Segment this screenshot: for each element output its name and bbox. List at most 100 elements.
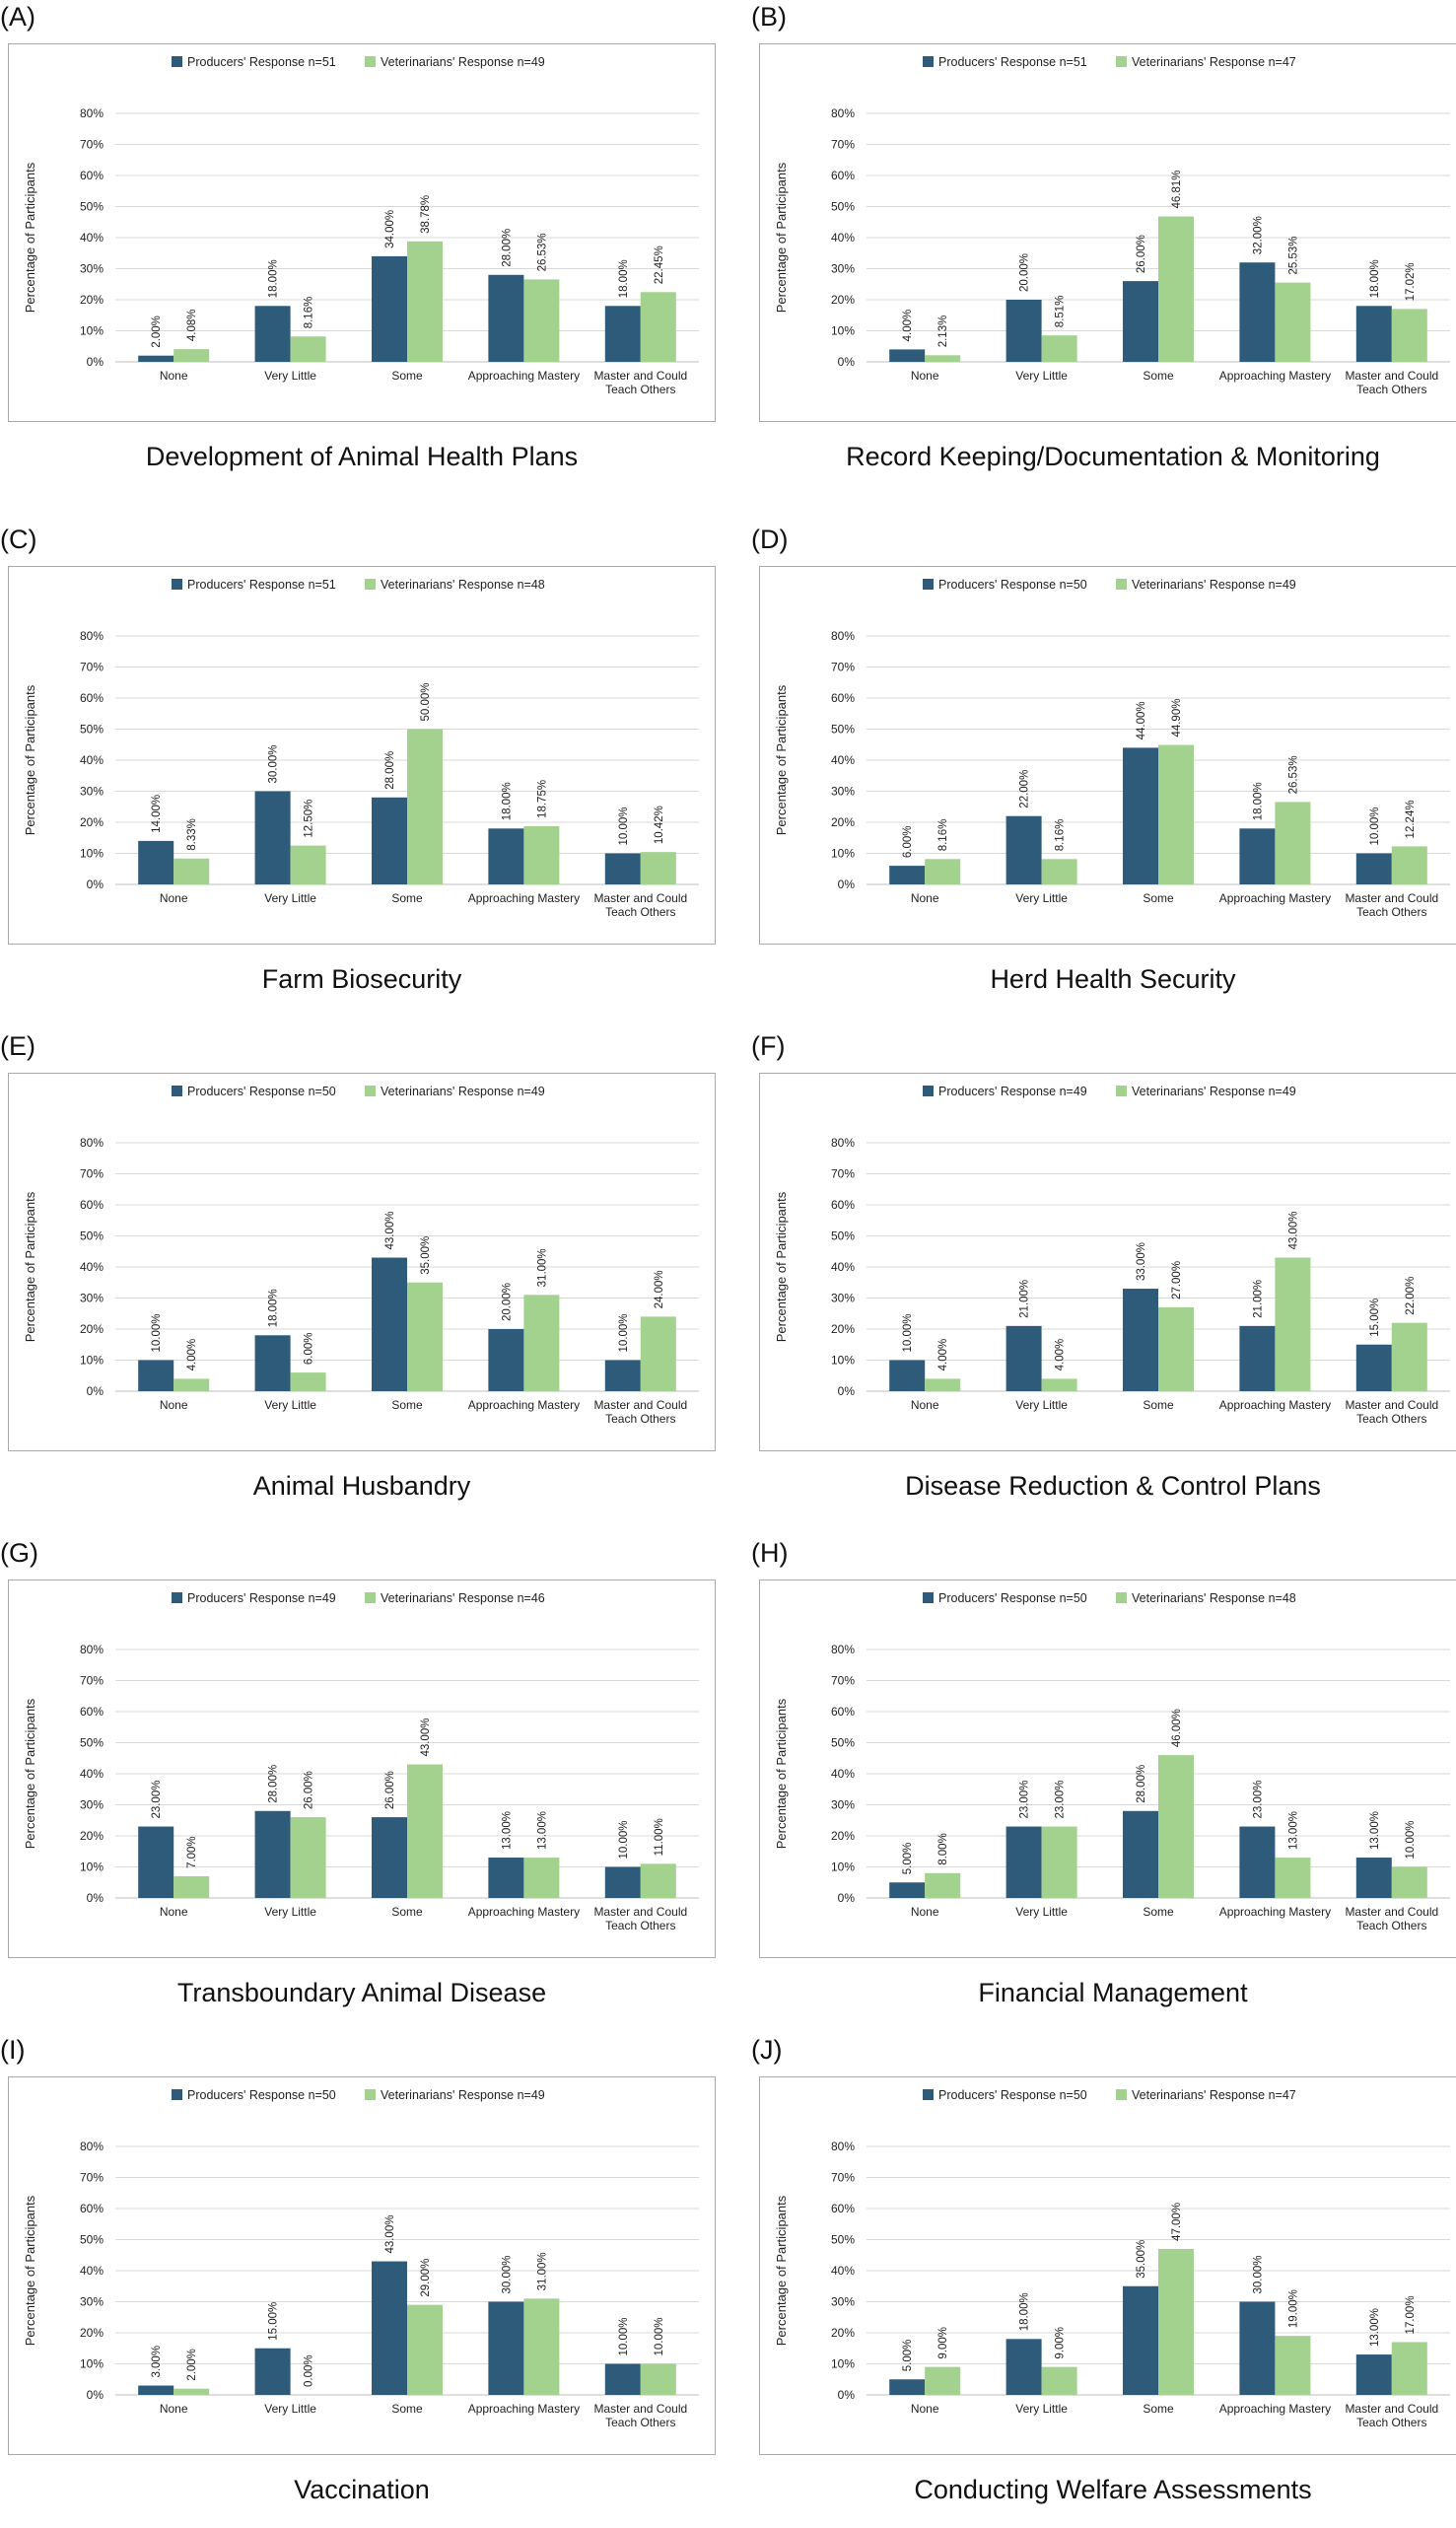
category-label: Approaching Mastery: [468, 1398, 580, 1412]
category-label: Approaching Mastery: [1219, 1905, 1331, 1919]
bar-producers: [1123, 2285, 1158, 2395]
bar-chart: 0% 10% 20% 30% 40% 50% 60% 70% 80% Percentage of …: [23, 578, 699, 919]
category-label: Approaching Mastery: [1219, 891, 1331, 905]
chart-title: Development of Animal Health Plans: [145, 442, 579, 471]
bar-producers: [488, 1858, 524, 1898]
data-label: 8.16%: [937, 819, 949, 852]
bar-producers: [1355, 1344, 1392, 1391]
bar-veterinarians: [1158, 1755, 1194, 1898]
data-label: 35.00%: [1136, 2240, 1147, 2279]
data-label: 21.00%: [1019, 1280, 1031, 1318]
y-tick-label: 0%: [838, 1384, 856, 1398]
y-tick-label: 60%: [831, 169, 855, 182]
bar-veterinarians: [173, 1378, 210, 1391]
legend-swatch: [365, 579, 376, 590]
bar-producers: [1355, 306, 1392, 362]
bar-producers: [604, 306, 641, 362]
data-label: 43.00%: [384, 2215, 396, 2254]
y-tick-label: 10%: [80, 1861, 104, 1874]
y-tick-label: 40%: [831, 753, 855, 767]
data-label: 31.00%: [536, 1248, 548, 1287]
category-label: Master and Could: [1345, 1398, 1438, 1412]
category-label: Some: [391, 891, 423, 905]
chart-title: Transboundary Animal Disease: [176, 1978, 547, 2007]
bar-producers: [1355, 853, 1392, 884]
data-label: 23.00%: [1019, 1781, 1031, 1819]
y-tick-label: 40%: [831, 231, 855, 245]
legend-swatch: [923, 56, 934, 67]
bar-producers: [1239, 828, 1276, 884]
category-label: Some: [391, 1905, 423, 1919]
y-axis-label: Percentage of Participants: [23, 162, 37, 313]
data-label: 10.00%: [618, 1313, 630, 1352]
data-label: 31.00%: [536, 2252, 548, 2290]
category-label: Very Little: [264, 2402, 316, 2416]
y-tick-label: 0%: [87, 355, 104, 369]
category-label: Teach Others: [605, 383, 675, 396]
y-tick-label: 20%: [831, 815, 855, 829]
panel-letter: (C): [0, 525, 37, 554]
data-label: 24.00%: [654, 1270, 665, 1308]
data-label: 43.00%: [384, 1212, 396, 1250]
bar-veterinarians: [407, 1282, 443, 1391]
data-label: 22.00%: [1019, 770, 1031, 808]
legend-label: Veterinarians' Response n=46: [381, 1591, 545, 1605]
data-label: 5.00%: [902, 2340, 914, 2372]
y-tick-label: 80%: [831, 106, 855, 120]
data-label: 20.00%: [501, 1283, 513, 1321]
bar-producers: [1123, 281, 1158, 362]
category-label: Some: [1143, 1398, 1174, 1412]
y-tick-label: 70%: [831, 661, 855, 674]
data-label: 13.00%: [1369, 2308, 1381, 2347]
data-label: 17.00%: [1405, 2295, 1417, 2334]
y-tick-label: 30%: [80, 1292, 104, 1305]
data-label: 9.00%: [937, 2327, 949, 2359]
category-label: Master and Could: [1345, 1905, 1438, 1919]
y-tick-label: 30%: [831, 785, 855, 799]
chart-panel: (G) 0% 10% 20% 30% 40% 50% 60% 70% 80% Percentage …: [0, 1538, 729, 2031]
bar-chart: 0% 10% 20% 30% 40% 50% 60% 70% 80% Percentage of …: [774, 55, 1450, 396]
bar-veterinarians: [523, 1295, 560, 1391]
data-label: 22.00%: [1405, 1277, 1417, 1315]
y-tick-label: 30%: [831, 1292, 855, 1305]
y-tick-label: 70%: [831, 1674, 855, 1688]
bar-producers: [254, 306, 291, 362]
y-tick-label: 60%: [831, 691, 855, 705]
y-tick-label: 50%: [80, 1736, 104, 1750]
category-label: None: [160, 1398, 188, 1412]
y-tick-label: 20%: [831, 293, 855, 307]
bar-producers: [1123, 747, 1158, 884]
y-tick-label: 50%: [831, 200, 855, 214]
data-label: 10.00%: [618, 2317, 630, 2355]
data-label: 13.00%: [1369, 1811, 1381, 1850]
data-label: 8.00%: [937, 1833, 949, 1865]
category-label: Teach Others: [1356, 905, 1426, 919]
bar-veterinarians: [1041, 1826, 1077, 1898]
category-label: Very Little: [1015, 1398, 1068, 1412]
y-tick-label: 70%: [831, 1167, 855, 1181]
category-label: Master and Could: [593, 1905, 687, 1919]
legend-swatch: [1116, 2089, 1127, 2100]
data-label: 10.00%: [902, 1313, 914, 1352]
category-label: Very Little: [264, 891, 316, 905]
y-tick-label: 80%: [831, 629, 855, 643]
legend-label: Producers' Response n=50: [938, 578, 1087, 592]
y-tick-label: 80%: [80, 629, 104, 643]
legend-label: Veterinarians' Response n=49: [1132, 1085, 1296, 1098]
legend-swatch: [172, 1592, 182, 1603]
category-label: Very Little: [1015, 2402, 1068, 2416]
bar-veterinarians: [1275, 282, 1311, 362]
bar-producers: [138, 2385, 174, 2395]
legend-swatch: [172, 1086, 182, 1096]
data-label: 18.00%: [1252, 782, 1264, 820]
bar-veterinarians: [1275, 1858, 1311, 1898]
y-tick-label: 60%: [831, 2202, 855, 2215]
bar-producers: [1355, 1858, 1392, 1898]
legend-label: Producers' Response n=51: [938, 55, 1087, 69]
bar-producers: [372, 1817, 407, 1898]
data-label: 14.00%: [151, 795, 163, 833]
category-label: Some: [391, 1398, 423, 1412]
bar-veterinarians: [523, 825, 560, 884]
data-label: 10.00%: [654, 2317, 665, 2355]
bar-veterinarians: [173, 858, 210, 884]
